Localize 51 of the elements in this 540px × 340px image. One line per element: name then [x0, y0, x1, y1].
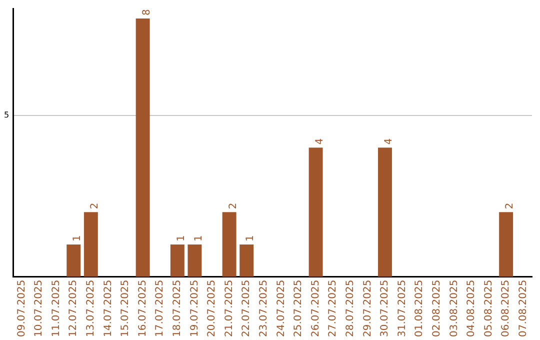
bar — [240, 244, 254, 277]
bar — [222, 212, 236, 277]
x-tick-label: 01.08.2025 — [414, 280, 426, 338]
data-label: 4 — [314, 138, 326, 145]
x-tick-label: 28.07.2025 — [344, 280, 356, 338]
x-tick-label: 13.07.2025 — [86, 280, 97, 338]
x-tick-label: 14.07.2025 — [102, 280, 114, 338]
data-label: 1 — [176, 235, 188, 242]
x-tick-label: 29.07.2025 — [362, 280, 374, 338]
x-tick-label: 09.07.2025 — [16, 280, 28, 338]
x-tick-label: 03.08.2025 — [448, 280, 460, 338]
bar — [188, 244, 202, 277]
data-label: 1 — [245, 235, 256, 242]
x-tick-label: 12.07.2025 — [68, 280, 80, 338]
bar — [66, 244, 81, 277]
x-tick-label: 05.08.2025 — [483, 280, 494, 338]
x-tick-label: 06.08.2025 — [500, 280, 512, 338]
x-tick-label: 04.08.2025 — [466, 280, 478, 338]
bar — [499, 212, 514, 277]
x-tick-label: 19.07.2025 — [189, 280, 200, 338]
x-tick-label: 31.07.2025 — [396, 280, 408, 338]
bar — [308, 148, 323, 277]
x-tick-label: 27.07.2025 — [328, 280, 339, 338]
bar — [378, 148, 392, 277]
x-tick-label: 10.07.2025 — [34, 280, 45, 338]
data-label: 1 — [193, 235, 204, 242]
x-tick-label: 21.07.2025 — [224, 280, 235, 338]
data-label: 2 — [228, 202, 239, 210]
x-tick-label: 16.07.2025 — [137, 280, 148, 338]
bar — [84, 212, 98, 277]
x-tick-label: 07.08.2025 — [518, 280, 529, 338]
data-label: 2 — [90, 202, 101, 210]
x-tick-label: 25.07.2025 — [293, 280, 304, 338]
data-label: 4 — [384, 138, 395, 145]
data-label: 1 — [72, 235, 84, 242]
x-tick-label: 23.07.2025 — [258, 280, 270, 338]
x-tick-label: 18.07.2025 — [172, 280, 184, 338]
x-tick-label: 22.07.2025 — [241, 280, 252, 338]
x-tick-label: 02.08.2025 — [431, 280, 442, 338]
bar — [136, 18, 150, 277]
x-tick-label: 20.07.2025 — [206, 280, 218, 338]
x-tick-label: 24.07.2025 — [276, 280, 287, 338]
bar — [170, 244, 184, 277]
data-label: 2 — [504, 202, 516, 210]
x-tick-label: 26.07.2025 — [310, 280, 322, 338]
y-tick-label: 5 — [4, 110, 10, 120]
data-label: 8 — [141, 9, 152, 16]
x-tick-label: 30.07.2025 — [380, 280, 391, 338]
x-tick-label: 15.07.2025 — [120, 280, 132, 338]
x-tick-label: 17.07.2025 — [154, 280, 166, 338]
x-tick-label: 11.07.2025 — [50, 280, 62, 338]
